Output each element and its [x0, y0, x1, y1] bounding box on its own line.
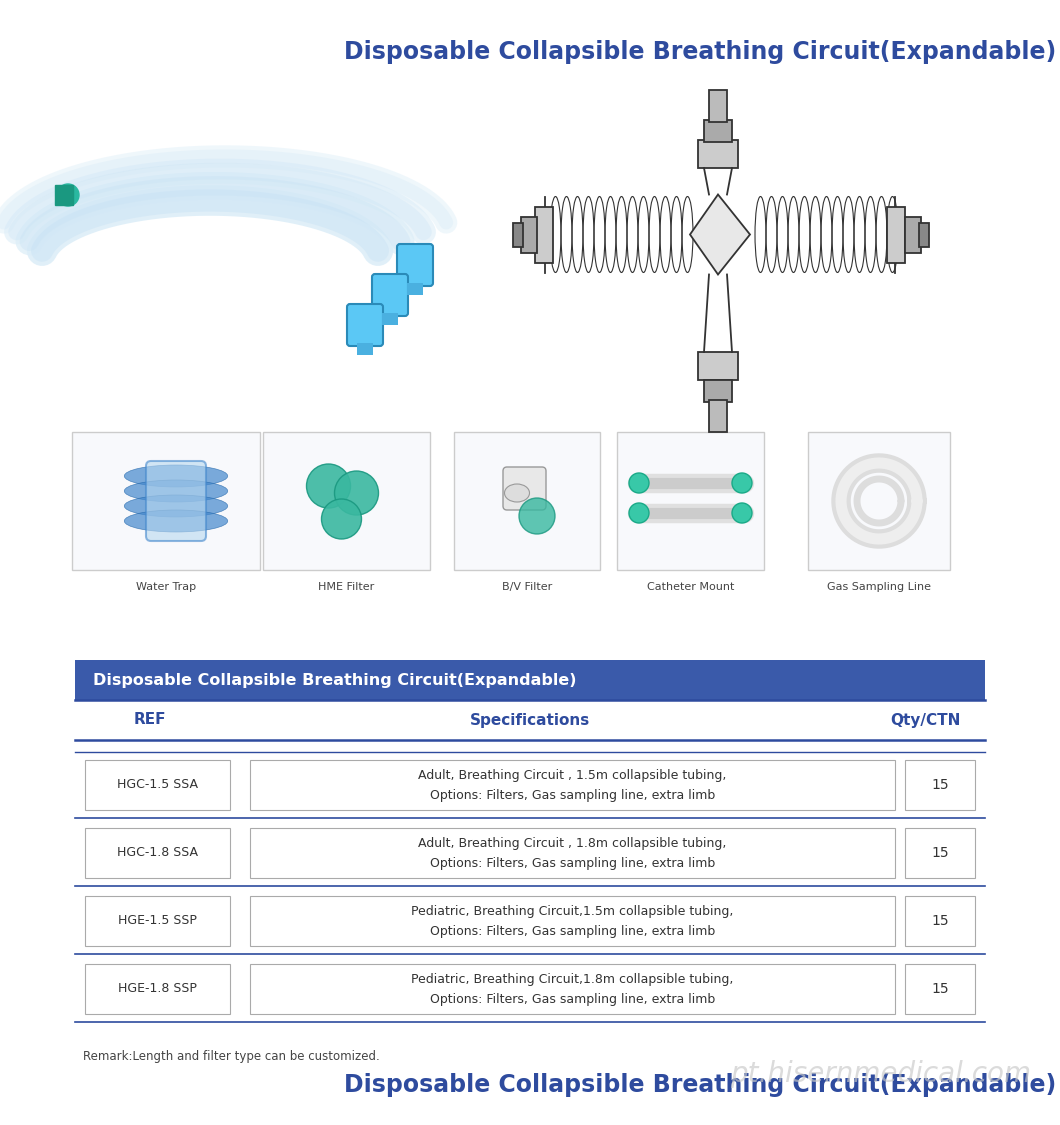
Bar	[617, 432, 764, 570]
FancyBboxPatch shape	[146, 461, 206, 541]
Text: Gas Sampling Line: Gas Sampling Line	[827, 582, 931, 592]
Bar	[535, 207, 553, 262]
FancyBboxPatch shape	[504, 467, 546, 510]
Text: Specifications: Specifications	[470, 712, 590, 728]
Text: Qty/CTN: Qty/CTN	[889, 712, 960, 728]
Bar	[85, 828, 230, 878]
Bar	[75, 700, 985, 740]
Bar	[454, 432, 600, 570]
Circle shape	[732, 472, 752, 493]
Bar	[250, 760, 895, 810]
Bar	[250, 828, 895, 878]
Ellipse shape	[124, 465, 228, 487]
Bar	[357, 343, 373, 356]
Text: Water Trap: Water Trap	[136, 582, 196, 592]
Circle shape	[306, 464, 351, 509]
Bar	[85, 760, 230, 810]
Bar	[263, 432, 430, 570]
Circle shape	[321, 500, 361, 539]
Circle shape	[629, 472, 649, 493]
Bar	[75, 888, 985, 954]
Bar	[85, 896, 230, 946]
Bar	[709, 90, 727, 122]
Bar	[85, 964, 230, 1014]
Bar	[704, 380, 732, 402]
Text: Adult, Breathing Circuit , 1.8m collapsible tubing,: Adult, Breathing Circuit , 1.8m collapsi…	[419, 837, 727, 849]
Text: Disposable Collapsible Breathing Circuit(Expandable): Disposable Collapsible Breathing Circuit…	[93, 673, 577, 687]
Text: HGC-1.5 SSA: HGC-1.5 SSA	[117, 778, 198, 792]
Circle shape	[335, 471, 378, 515]
Circle shape	[629, 503, 649, 523]
Text: HGC-1.8 SSA: HGC-1.8 SSA	[117, 846, 198, 860]
Bar	[250, 964, 895, 1014]
Bar	[905, 896, 975, 946]
FancyBboxPatch shape	[372, 274, 408, 316]
Bar	[919, 223, 929, 246]
Text: Disposable Collapsible Breathing Circuit(Expandable): Disposable Collapsible Breathing Circuit…	[343, 40, 1056, 64]
Bar	[709, 400, 727, 432]
Circle shape	[519, 498, 555, 534]
Text: Adult, Breathing Circuit , 1.5m collapsible tubing,: Adult, Breathing Circuit , 1.5m collapsi…	[419, 768, 727, 782]
Bar	[905, 760, 975, 810]
Bar	[75, 820, 985, 886]
Bar	[887, 207, 905, 262]
Bar	[75, 956, 985, 1022]
Bar	[75, 752, 985, 818]
Text: B/V Filter: B/V Filter	[501, 582, 552, 592]
FancyBboxPatch shape	[347, 304, 383, 346]
Text: Pediatric, Breathing Circuit,1.8m collapsible tubing,: Pediatric, Breathing Circuit,1.8m collap…	[411, 972, 734, 986]
Bar	[808, 432, 950, 570]
Circle shape	[732, 503, 752, 523]
Bar	[697, 352, 738, 380]
Bar	[905, 964, 975, 1014]
Text: Remark:Length and filter type can be customized.: Remark:Length and filter type can be cus…	[83, 1050, 379, 1063]
Bar	[704, 120, 732, 142]
Text: REF: REF	[134, 712, 166, 728]
Ellipse shape	[124, 510, 228, 532]
Text: Options: Filters, Gas sampling line, extra limb: Options: Filters, Gas sampling line, ext…	[430, 992, 716, 1006]
Text: pt.hisernmedical.com: pt.hisernmedical.com	[730, 1060, 1031, 1088]
Polygon shape	[690, 195, 750, 274]
Text: Options: Filters, Gas sampling line, extra limb: Options: Filters, Gas sampling line, ext…	[430, 925, 716, 937]
Bar	[513, 223, 523, 246]
Text: Options: Filters, Gas sampling line, extra limb: Options: Filters, Gas sampling line, ext…	[430, 789, 716, 801]
Bar	[55, 184, 73, 205]
Ellipse shape	[505, 484, 530, 502]
Text: 15: 15	[931, 778, 949, 792]
Text: 15: 15	[931, 982, 949, 996]
Bar	[905, 828, 975, 878]
Text: 15: 15	[931, 914, 949, 928]
Bar	[407, 284, 423, 295]
Ellipse shape	[124, 495, 228, 518]
Text: HME Filter: HME Filter	[318, 582, 374, 592]
Bar	[250, 896, 895, 946]
Bar	[382, 313, 398, 325]
Bar	[905, 216, 921, 252]
Text: HGE-1.8 SSP: HGE-1.8 SSP	[118, 982, 197, 996]
Text: Disposable Collapsible Breathing Circuit(Expandable): Disposable Collapsible Breathing Circuit…	[343, 1073, 1056, 1097]
Ellipse shape	[124, 480, 228, 502]
Text: 15: 15	[931, 846, 949, 860]
Bar	[697, 140, 738, 168]
Text: Catheter Mount: Catheter Mount	[647, 582, 735, 592]
Bar	[72, 432, 260, 570]
Text: Options: Filters, Gas sampling line, extra limb: Options: Filters, Gas sampling line, ext…	[430, 856, 716, 870]
Bar	[522, 216, 537, 252]
Bar	[75, 660, 985, 700]
Text: HGE-1.5 SSP: HGE-1.5 SSP	[118, 915, 197, 927]
Ellipse shape	[57, 184, 80, 206]
FancyBboxPatch shape	[398, 244, 432, 286]
Text: Pediatric, Breathing Circuit,1.5m collapsible tubing,: Pediatric, Breathing Circuit,1.5m collap…	[411, 904, 734, 918]
